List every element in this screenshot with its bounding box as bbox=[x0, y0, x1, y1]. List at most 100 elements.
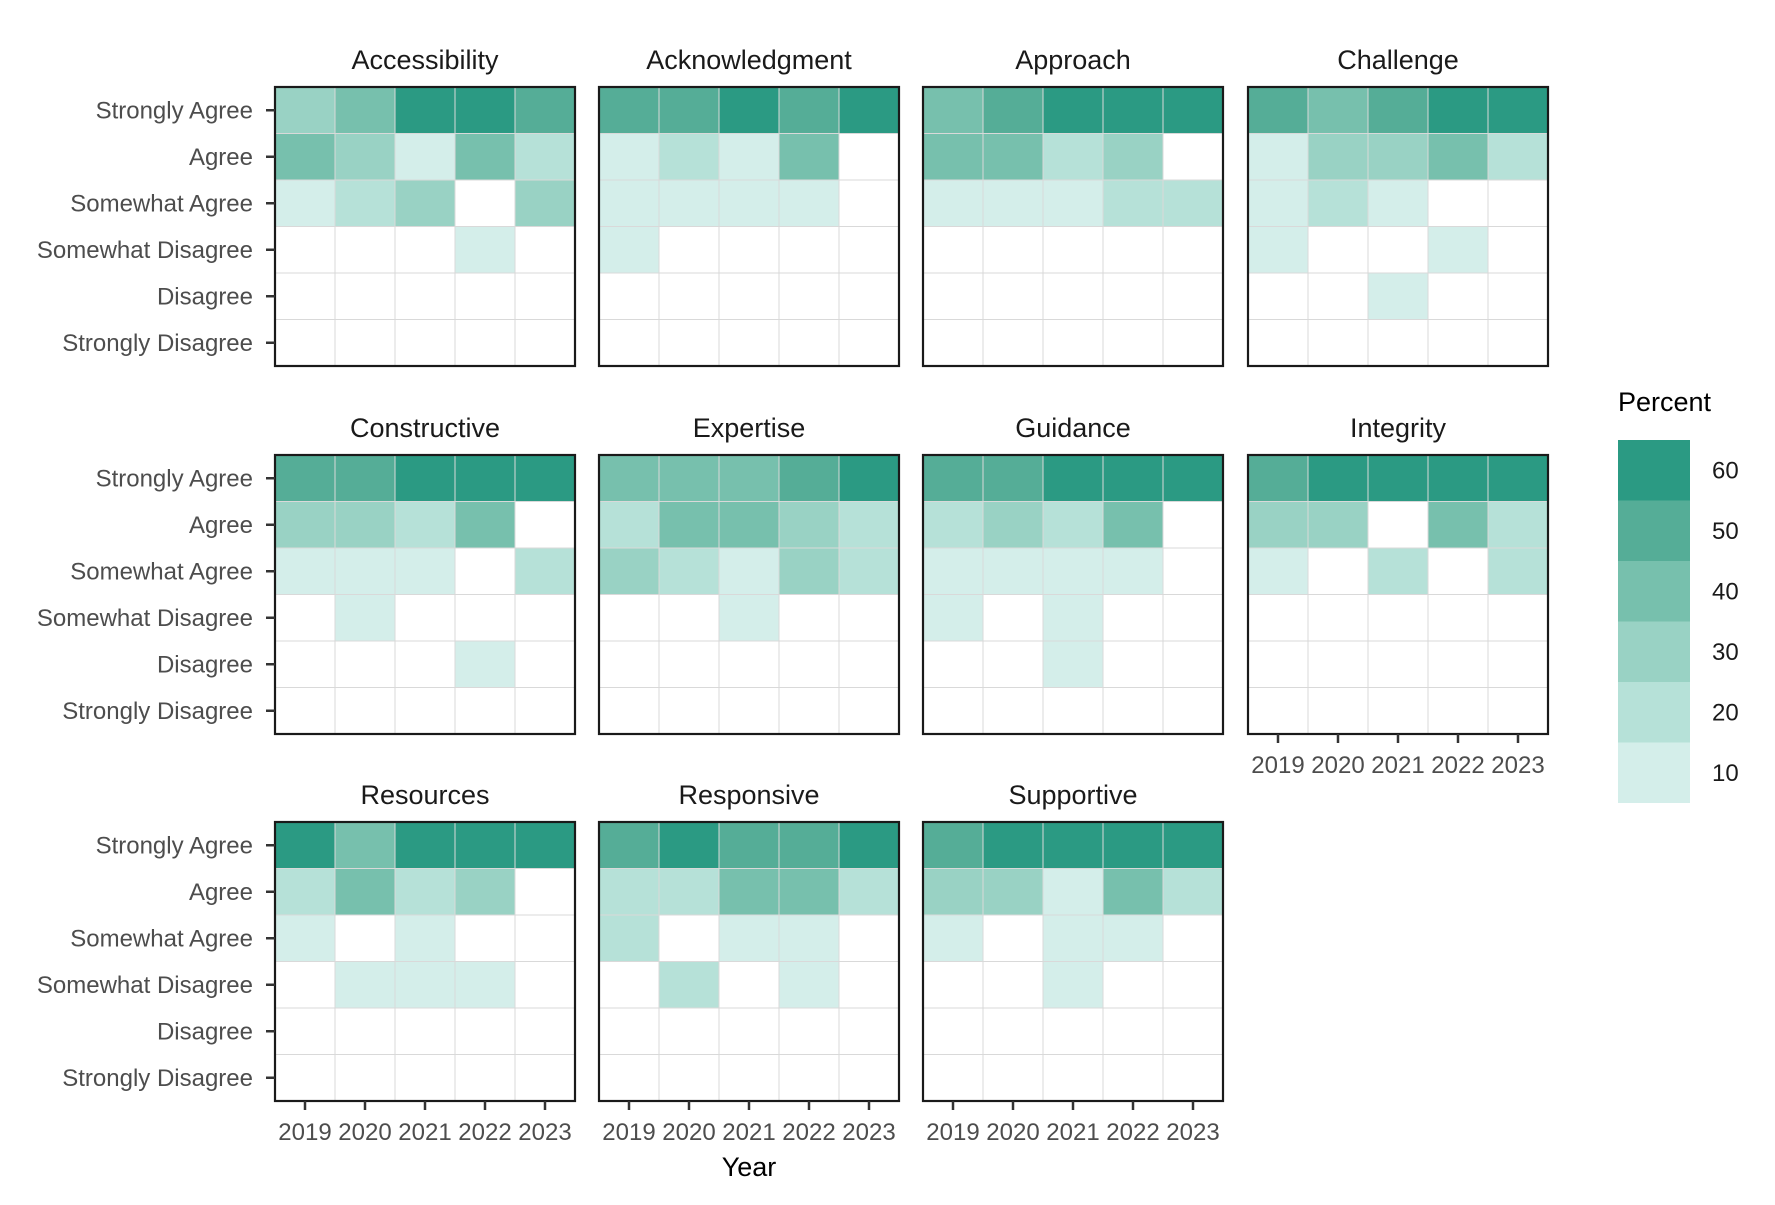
heat-cell-supportive-disagree-2021 bbox=[1043, 1008, 1103, 1055]
heat-cell-supportive-disagree-2022 bbox=[1103, 1008, 1163, 1055]
heat-cell-accessibility-somewhat-disagree-2023 bbox=[515, 226, 575, 273]
legend-label-40: 40 bbox=[1712, 578, 1739, 605]
heat-cell-supportive-strongly-agree-2019 bbox=[923, 822, 983, 869]
heat-cell-constructive-disagree-2021 bbox=[395, 641, 455, 688]
heat-cell-acknowledgment-somewhat-agree-2023 bbox=[839, 180, 899, 227]
heat-cell-integrity-disagree-2022 bbox=[1428, 641, 1488, 688]
heat-cell-constructive-somewhat-disagree-2020 bbox=[335, 594, 395, 641]
heat-cell-expertise-strongly-agree-2023 bbox=[839, 455, 899, 502]
heat-cell-constructive-somewhat-disagree-2023 bbox=[515, 594, 575, 641]
heat-cell-approach-strongly-disagree-2020 bbox=[983, 319, 1043, 366]
heat-cell-resources-disagree-2022 bbox=[455, 1008, 515, 1055]
heat-cell-acknowledgment-somewhat-agree-2021 bbox=[719, 180, 779, 227]
heat-cell-supportive-somewhat-agree-2022 bbox=[1103, 915, 1163, 962]
heat-cell-acknowledgment-disagree-2020 bbox=[659, 273, 719, 320]
facet-panel-constructive: Constructive Strongly Agree Agree Somewhat … bbox=[37, 413, 577, 736]
heat-cell-accessibility-disagree-2020 bbox=[335, 273, 395, 320]
x-tick-label-2022: 2022 bbox=[1431, 752, 1484, 779]
heat-cell-acknowledgment-disagree-2019 bbox=[599, 273, 659, 320]
heat-cell-approach-somewhat-agree-2019 bbox=[923, 180, 983, 227]
heat-cell-challenge-somewhat-agree-2019 bbox=[1248, 180, 1308, 227]
x-axis-title: Year bbox=[722, 1152, 777, 1182]
heat-cell-approach-somewhat-agree-2020 bbox=[983, 180, 1043, 227]
heat-cell-supportive-strongly-disagree-2021 bbox=[1043, 1054, 1103, 1101]
heat-cell-acknowledgment-strongly-disagree-2022 bbox=[779, 319, 839, 366]
heat-cell-supportive-somewhat-agree-2023 bbox=[1163, 915, 1223, 962]
heat-cell-guidance-somewhat-agree-2020 bbox=[983, 548, 1043, 595]
heat-cell-constructive-strongly-agree-2023 bbox=[515, 455, 575, 502]
heat-cell-resources-strongly-agree-2019 bbox=[275, 822, 335, 869]
heat-cell-integrity-somewhat-agree-2020 bbox=[1308, 548, 1368, 595]
x-tick-label-2021: 2021 bbox=[722, 1119, 775, 1146]
heat-cell-guidance-agree-2023 bbox=[1163, 501, 1223, 548]
heat-cell-responsive-agree-2023 bbox=[839, 868, 899, 915]
heat-cell-challenge-strongly-disagree-2023 bbox=[1488, 319, 1548, 366]
facet-panel-responsive: Responsive 2019 2020 2021 2022 2023 bbox=[597, 780, 901, 1146]
heat-cell-responsive-somewhat-agree-2023 bbox=[839, 915, 899, 962]
heat-cell-integrity-strongly-disagree-2022 bbox=[1428, 687, 1488, 734]
heat-cell-accessibility-strongly-agree-2019 bbox=[275, 87, 335, 134]
x-tick-label-2021: 2021 bbox=[398, 1119, 451, 1146]
heat-cell-guidance-somewhat-disagree-2019 bbox=[923, 594, 983, 641]
heat-cell-supportive-strongly-disagree-2019 bbox=[923, 1054, 983, 1101]
heat-cell-responsive-disagree-2020 bbox=[659, 1008, 719, 1055]
facet-title-resources: Resources bbox=[360, 780, 489, 810]
heat-cell-approach-somewhat-agree-2021 bbox=[1043, 180, 1103, 227]
heat-cell-approach-disagree-2021 bbox=[1043, 273, 1103, 320]
heat-cell-acknowledgment-strongly-agree-2021 bbox=[719, 87, 779, 134]
heat-cell-integrity-disagree-2021 bbox=[1368, 641, 1428, 688]
heat-cell-resources-strongly-agree-2023 bbox=[515, 822, 575, 869]
heat-cell-approach-agree-2021 bbox=[1043, 133, 1103, 180]
heat-cell-accessibility-strongly-disagree-2021 bbox=[395, 319, 455, 366]
heat-cell-guidance-strongly-disagree-2022 bbox=[1103, 687, 1163, 734]
heat-cell-constructive-disagree-2019 bbox=[275, 641, 335, 688]
heat-cell-acknowledgment-disagree-2022 bbox=[779, 273, 839, 320]
heat-cell-resources-strongly-disagree-2020 bbox=[335, 1054, 395, 1101]
heat-cell-supportive-disagree-2023 bbox=[1163, 1008, 1223, 1055]
heat-cell-approach-strongly-agree-2020 bbox=[983, 87, 1043, 134]
heat-cell-responsive-disagree-2023 bbox=[839, 1008, 899, 1055]
heat-cell-responsive-somewhat-agree-2020 bbox=[659, 915, 719, 962]
heat-cell-integrity-strongly-agree-2022 bbox=[1428, 455, 1488, 502]
heat-cell-expertise-agree-2023 bbox=[839, 501, 899, 548]
heat-cell-accessibility-agree-2021 bbox=[395, 133, 455, 180]
heat-cell-guidance-strongly-disagree-2020 bbox=[983, 687, 1043, 734]
facet-title-accessibility: Accessibility bbox=[351, 45, 499, 75]
heat-cell-resources-strongly-agree-2020 bbox=[335, 822, 395, 869]
heat-cell-responsive-somewhat-agree-2019 bbox=[599, 915, 659, 962]
heat-cell-constructive-strongly-agree-2019 bbox=[275, 455, 335, 502]
heat-cell-approach-agree-2023 bbox=[1163, 133, 1223, 180]
heat-cell-constructive-agree-2023 bbox=[515, 501, 575, 548]
y-tick-label-agree: Agree bbox=[189, 144, 253, 171]
heat-cell-guidance-disagree-2019 bbox=[923, 641, 983, 688]
heat-cell-resources-strongly-disagree-2023 bbox=[515, 1054, 575, 1101]
heat-cell-resources-somewhat-disagree-2020 bbox=[335, 961, 395, 1008]
heat-cell-integrity-disagree-2023 bbox=[1488, 641, 1548, 688]
heat-cell-constructive-agree-2021 bbox=[395, 501, 455, 548]
heat-cell-accessibility-disagree-2023 bbox=[515, 273, 575, 320]
heat-cell-approach-strongly-agree-2022 bbox=[1103, 87, 1163, 134]
heat-cell-integrity-agree-2023 bbox=[1488, 501, 1548, 548]
heat-cell-integrity-strongly-disagree-2023 bbox=[1488, 687, 1548, 734]
heat-cell-supportive-strongly-disagree-2023 bbox=[1163, 1054, 1223, 1101]
heat-cell-constructive-strongly-agree-2021 bbox=[395, 455, 455, 502]
heat-cell-approach-somewhat-disagree-2021 bbox=[1043, 226, 1103, 273]
heat-cell-expertise-agree-2019 bbox=[599, 501, 659, 548]
heat-cell-constructive-strongly-agree-2020 bbox=[335, 455, 395, 502]
heat-cell-approach-agree-2022 bbox=[1103, 133, 1163, 180]
heat-cell-challenge-somewhat-disagree-2020 bbox=[1308, 226, 1368, 273]
facet-title-acknowledgment: Acknowledgment bbox=[646, 45, 852, 75]
heat-cell-challenge-somewhat-disagree-2023 bbox=[1488, 226, 1548, 273]
heat-cell-integrity-strongly-agree-2019 bbox=[1248, 455, 1308, 502]
x-tick-label-2019: 2019 bbox=[926, 1119, 979, 1146]
x-tick-label-2022: 2022 bbox=[1106, 1119, 1159, 1146]
heat-cell-resources-somewhat-disagree-2023 bbox=[515, 961, 575, 1008]
heat-cell-challenge-strongly-disagree-2022 bbox=[1428, 319, 1488, 366]
heat-cell-accessibility-strongly-disagree-2023 bbox=[515, 319, 575, 366]
x-tick-label-2020: 2020 bbox=[986, 1119, 1039, 1146]
heat-cell-guidance-strongly-agree-2019 bbox=[923, 455, 983, 502]
heat-cell-accessibility-somewhat-agree-2020 bbox=[335, 180, 395, 227]
heat-cell-acknowledgment-strongly-disagree-2019 bbox=[599, 319, 659, 366]
heat-cell-approach-disagree-2019 bbox=[923, 273, 983, 320]
heat-cell-accessibility-somewhat-disagree-2020 bbox=[335, 226, 395, 273]
